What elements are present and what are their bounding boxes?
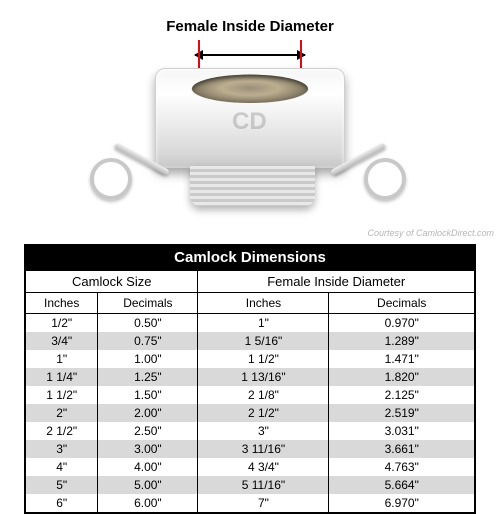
table-cell: 2.519" bbox=[329, 404, 475, 422]
table-row: 1 1/2"1.50"2 1/8"2.125" bbox=[26, 386, 475, 404]
table-cell: 5.00" bbox=[98, 476, 198, 494]
table-title: Camlock Dimensions bbox=[25, 245, 475, 270]
table-cell: 3.031" bbox=[329, 422, 475, 440]
table-cell: 2.00" bbox=[98, 404, 198, 422]
col-header: Decimals bbox=[98, 293, 198, 314]
table-row: 3"3.00"3 11/16"3.661" bbox=[26, 440, 475, 458]
col-header: Decimals bbox=[329, 293, 475, 314]
table-cell: 1 5/16" bbox=[198, 332, 329, 350]
table-cell: 2 1/8" bbox=[198, 386, 329, 404]
table-cell: 0.75" bbox=[98, 332, 198, 350]
table-cell: 1.50" bbox=[98, 386, 198, 404]
table-cell: 1 1/2" bbox=[198, 350, 329, 368]
table-cell: 3/4" bbox=[26, 332, 98, 350]
dimensions-table-container: Camlock Dimensions Camlock Size Female I… bbox=[24, 244, 476, 514]
table-cell: 1 1/2" bbox=[26, 386, 98, 404]
pull-ring-right bbox=[364, 158, 406, 200]
dimension-arrow bbox=[195, 54, 305, 56]
table-cell: 5.664" bbox=[329, 476, 475, 494]
table-cell: 1.820" bbox=[329, 368, 475, 386]
table-cell: 1 1/4" bbox=[26, 368, 98, 386]
table-cell: 2.125" bbox=[329, 386, 475, 404]
table-cell: 4.00" bbox=[98, 458, 198, 476]
table-cell: 3.661" bbox=[329, 440, 475, 458]
table-cell: 1.00" bbox=[98, 350, 198, 368]
table-row: 1/2"0.50"1"0.970" bbox=[26, 314, 475, 333]
table-cell: 1" bbox=[26, 350, 98, 368]
image-credit: Courtesy of CamlockDirect.com bbox=[367, 228, 494, 238]
group-header-diameter: Female Inside Diameter bbox=[198, 271, 475, 293]
table-row: 1 1/4"1.25"1 13/16"1.820" bbox=[26, 368, 475, 386]
table-cell: 0.50" bbox=[98, 314, 198, 333]
diagram-label: Female Inside Diameter bbox=[166, 18, 334, 35]
table-cell: 1.289" bbox=[329, 332, 475, 350]
table-cell: 1.471" bbox=[329, 350, 475, 368]
watermark-text: CD bbox=[232, 108, 267, 136]
table-cell: 2 1/2" bbox=[26, 422, 98, 440]
table-row: 2"2.00"2 1/2"2.519" bbox=[26, 404, 475, 422]
table-cell: 0.970" bbox=[329, 314, 475, 333]
table-cell: 4" bbox=[26, 458, 98, 476]
table-cell: 1 13/16" bbox=[198, 368, 329, 386]
table-cell: 5 11/16" bbox=[198, 476, 329, 494]
table-cell: 6" bbox=[26, 494, 98, 513]
table-cell: 6.00" bbox=[98, 494, 198, 513]
table-cell: 6.970" bbox=[329, 494, 475, 513]
table-row: 4"4.00"4 3/4"4.763" bbox=[26, 458, 475, 476]
col-header: Inches bbox=[26, 293, 98, 314]
table-cell: 4.763" bbox=[329, 458, 475, 476]
group-header-size: Camlock Size bbox=[26, 271, 198, 293]
table-cell: 5" bbox=[26, 476, 98, 494]
table-row: 6"6.00"7"6.970" bbox=[26, 494, 475, 513]
table-row: 2 1/2"2.50"3"3.031" bbox=[26, 422, 475, 440]
table-cell: 3.00" bbox=[98, 440, 198, 458]
table-cell: 2" bbox=[26, 404, 98, 422]
table-row: 1"1.00"1 1/2"1.471" bbox=[26, 350, 475, 368]
table-cell: 3" bbox=[198, 422, 329, 440]
pull-ring-left bbox=[90, 158, 132, 200]
table-cell: 4 3/4" bbox=[198, 458, 329, 476]
table-body: 1/2"0.50"1"0.970"3/4"0.75"1 5/16"1.289"1… bbox=[26, 314, 475, 513]
table-cell: 2.50" bbox=[98, 422, 198, 440]
table-cell: 2 1/2" bbox=[198, 404, 329, 422]
col-header: Inches bbox=[198, 293, 329, 314]
table-cell: 1" bbox=[198, 314, 329, 333]
table-row: 5"5.00"5 11/16"5.664" bbox=[26, 476, 475, 494]
fitting-threads bbox=[190, 166, 315, 206]
table-cell: 1.25" bbox=[98, 368, 198, 386]
camlock-diagram: CD bbox=[120, 38, 380, 223]
dimensions-table: Camlock Size Female Inside Diameter Inch… bbox=[25, 270, 475, 513]
group-header-row: Camlock Size Female Inside Diameter bbox=[26, 271, 475, 293]
table-cell: 3" bbox=[26, 440, 98, 458]
table-cell: 3 11/16" bbox=[198, 440, 329, 458]
table-cell: 1/2" bbox=[26, 314, 98, 333]
table-cell: 7" bbox=[198, 494, 329, 513]
table-row: 3/4"0.75"1 5/16"1.289" bbox=[26, 332, 475, 350]
sub-header-row: Inches Decimals Inches Decimals bbox=[26, 293, 475, 314]
